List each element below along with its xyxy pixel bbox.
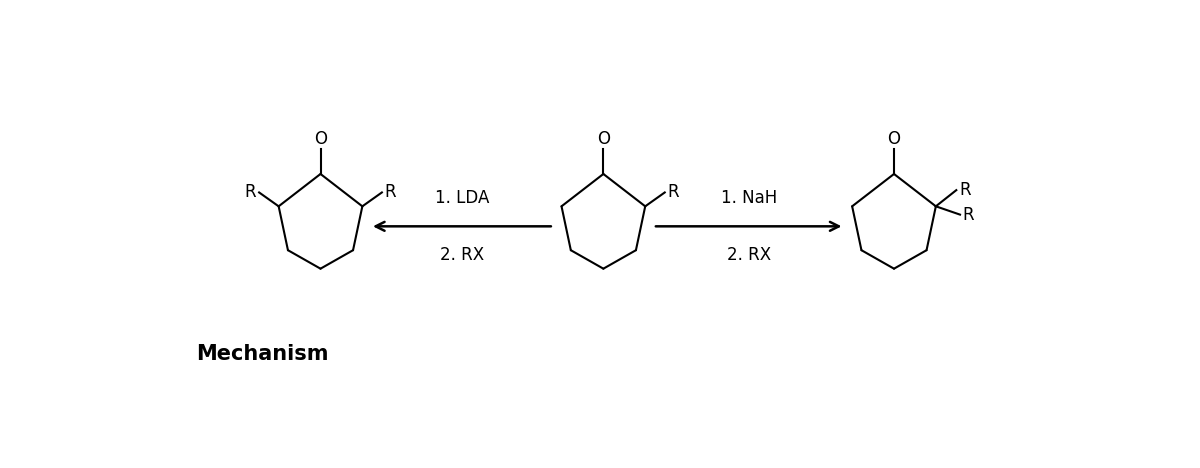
Text: R: R	[385, 183, 396, 201]
Text: 2. RX: 2. RX	[727, 246, 770, 263]
Text: R: R	[962, 205, 974, 224]
Text: R: R	[667, 183, 679, 201]
Text: R: R	[245, 183, 257, 201]
Text: O: O	[596, 130, 610, 147]
Text: R: R	[959, 181, 971, 199]
Text: O: O	[314, 130, 326, 147]
Text: Mechanism: Mechanism	[197, 344, 329, 365]
Text: O: O	[888, 130, 900, 147]
Text: 2. RX: 2. RX	[440, 246, 484, 263]
Text: 1. NaH: 1. NaH	[720, 189, 776, 207]
Text: 1. LDA: 1. LDA	[434, 189, 490, 207]
